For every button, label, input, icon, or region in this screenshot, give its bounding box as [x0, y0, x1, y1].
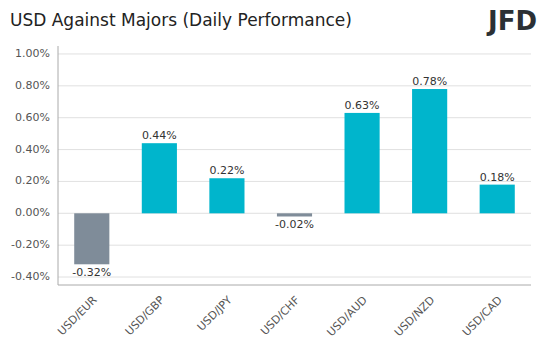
y-tick-label: -0.20% — [11, 238, 50, 251]
grid-line — [58, 245, 531, 246]
x-tick-label: USD/GBP — [123, 293, 168, 338]
y-tick-label: 0.20% — [15, 174, 50, 187]
x-axis-line — [58, 285, 531, 286]
bar — [480, 185, 515, 214]
x-tick-label: USD/AUD — [324, 294, 369, 339]
data-label: -0.32% — [72, 266, 111, 279]
y-axis-line — [58, 46, 59, 285]
x-tick-label: USD/CHF — [258, 294, 302, 338]
x-tick-label: USD/NZD — [392, 294, 438, 340]
data-label: -0.02% — [275, 218, 314, 231]
logo: JFD — [486, 6, 537, 36]
grid-line — [58, 53, 531, 54]
x-tick-label: USD/CAD — [460, 294, 505, 339]
x-tick-label: USD/EUR — [55, 293, 100, 338]
bar — [412, 89, 447, 213]
data-label: 0.78% — [412, 75, 447, 88]
y-tick-label: -0.40% — [11, 270, 50, 283]
bar — [142, 143, 177, 213]
y-tick-label: 0.40% — [15, 143, 50, 156]
grid-line — [58, 117, 531, 118]
bar — [74, 213, 109, 264]
grid — [58, 54, 531, 277]
grid-line — [58, 85, 531, 86]
chart: USD Against Majors (Daily Performance) JF… — [0, 0, 545, 351]
bars — [74, 89, 515, 264]
grid-line — [58, 277, 531, 278]
chart-container: USD Against Majors (Daily Performance) JF… — [0, 0, 545, 351]
y-tick-label: 0.80% — [15, 79, 50, 92]
x-tick-label: USD/JPY — [195, 293, 235, 333]
bar — [277, 213, 312, 216]
data-label: 0.63% — [345, 99, 380, 112]
data-label: 0.44% — [142, 129, 177, 142]
y-tick-label: 0.60% — [15, 111, 50, 124]
data-label: 0.22% — [209, 164, 244, 177]
data-label: 0.18% — [480, 171, 515, 184]
y-tick-label: 1.00% — [15, 47, 50, 60]
grid-line — [58, 149, 531, 150]
grid-line — [58, 181, 531, 182]
title: USD Against Majors (Daily Performance) — [10, 10, 352, 30]
y-tick-label: 0.00% — [15, 206, 50, 219]
bar — [209, 178, 244, 213]
bar — [345, 113, 380, 213]
